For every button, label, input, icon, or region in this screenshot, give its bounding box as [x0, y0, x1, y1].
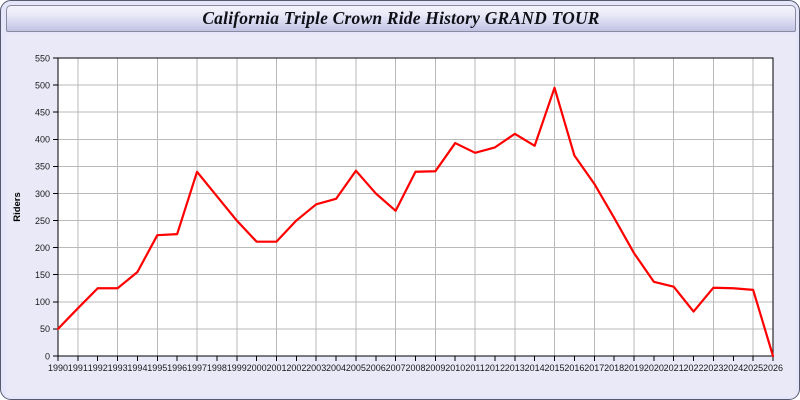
- y-tick-label: 350: [35, 162, 50, 172]
- y-tick-label: 500: [35, 80, 50, 90]
- y-tick-label: 0: [45, 351, 50, 361]
- x-tick-label: 1991: [68, 363, 88, 373]
- x-tick-label: 2000: [247, 363, 267, 373]
- x-tick-label: 2004: [326, 363, 346, 373]
- y-tick-label: 400: [35, 135, 50, 145]
- x-tick-label: 2010: [445, 363, 465, 373]
- x-tick-label: 2022: [684, 363, 704, 373]
- x-tick-label: 1994: [127, 363, 147, 373]
- x-tick-label: 2012: [485, 363, 505, 373]
- x-tick-label: 1999: [227, 363, 247, 373]
- x-tick-label: 2006: [366, 363, 386, 373]
- x-tick-label: 1996: [167, 363, 187, 373]
- y-axis-ticks: 0 50 100 150 200 250 300 350 400 450 500 550: [35, 53, 58, 361]
- x-tick-label: 1997: [187, 363, 207, 373]
- x-tick-label: 2001: [266, 363, 286, 373]
- x-tick-label: 2025: [743, 363, 763, 373]
- x-tick-label: 2021: [664, 363, 684, 373]
- series-riders-line: [56, 86, 775, 358]
- x-tick-label: 2019: [624, 363, 644, 373]
- y-tick-label: 200: [35, 243, 50, 253]
- y-tick-label: 550: [35, 53, 50, 63]
- x-tick-label: 2024: [723, 363, 743, 373]
- page-title: California Triple Crown Ride History GRA…: [202, 8, 600, 28]
- chart-canvas: 0 50 100 150 200 250 300 350 400 450 500 550 1990 19…: [6, 34, 796, 396]
- y-tick-label: 300: [35, 189, 50, 199]
- x-tick-label: 2026: [763, 363, 783, 373]
- x-tick-label: 2023: [703, 363, 723, 373]
- x-tick-label: 2008: [405, 363, 425, 373]
- y-tick-label: 50: [40, 324, 50, 334]
- y-axis-label: Riders: [12, 192, 23, 222]
- x-tick-label: 1992: [88, 363, 108, 373]
- x-tick-label: 1995: [147, 363, 167, 373]
- x-tick-label: 2016: [564, 363, 584, 373]
- x-tick-label: 2002: [286, 363, 306, 373]
- x-tick-label: 1990: [48, 363, 68, 373]
- x-tick-label: 2020: [644, 363, 664, 373]
- plot-background: [58, 58, 773, 356]
- x-axis-ticks: 1990 1991 1992 1993 1994 1995 1996 1997 1998 1999…: [48, 356, 783, 373]
- x-tick-label: 2013: [505, 363, 525, 373]
- y-tick-label: 450: [35, 107, 50, 117]
- vertical-gridlines: [77, 58, 754, 356]
- x-tick-label: 2014: [525, 363, 545, 373]
- x-tick-label: 2017: [584, 363, 604, 373]
- x-tick-label: 2005: [346, 363, 366, 373]
- x-tick-label: 1993: [108, 363, 128, 373]
- x-tick-label: 2011: [465, 363, 484, 373]
- y-tick-label: 100: [35, 297, 50, 307]
- y-tick-label: 250: [35, 216, 50, 226]
- y-tick-label: 150: [35, 270, 50, 280]
- window-titlebar: California Triple Crown Ride History GRA…: [6, 5, 796, 32]
- x-tick-label: 2003: [306, 363, 326, 373]
- x-tick-label: 2015: [545, 363, 565, 373]
- x-tick-label: 2009: [425, 363, 445, 373]
- x-tick-label: 2018: [604, 363, 624, 373]
- x-tick-label: 1998: [207, 363, 227, 373]
- x-tick-label: 2007: [386, 363, 406, 373]
